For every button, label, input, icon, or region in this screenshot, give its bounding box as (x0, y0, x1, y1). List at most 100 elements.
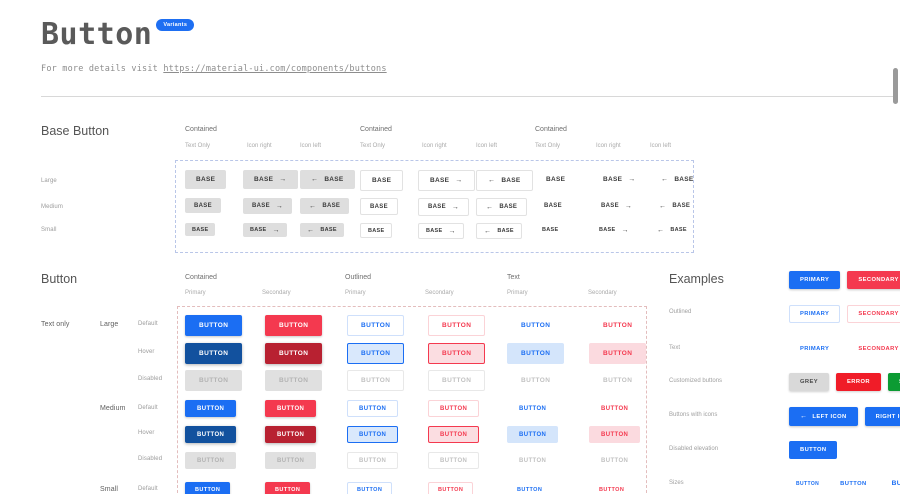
example-contained-primary[interactable]: PRIMARY (789, 271, 841, 289)
btn-outlined-primary-small-default[interactable]: BUTTON (347, 482, 393, 494)
base-btn-text-large-text[interactable]: BASE (535, 170, 576, 189)
example-outlined-primary[interactable]: PRIMARY (789, 305, 841, 323)
example-custom-error[interactable]: ERROR (836, 373, 881, 391)
examples-row-label-text: Text (669, 345, 681, 351)
btn-label: BUTTON (361, 377, 391, 384)
btn-contained-primary-large-hover[interactable]: BUTTON (185, 343, 243, 364)
btn-label: BUTTON (440, 457, 468, 464)
btn-text-secondary-medium-hover[interactable]: BUTTON (589, 426, 641, 443)
left-arrow-icon: ← (486, 203, 494, 211)
btn-text-primary-large-hover[interactable]: BUTTON (507, 343, 565, 364)
btn-outlined-secondary-small-default[interactable]: BUTTON (428, 482, 474, 494)
base-btn-outlined-large-text[interactable]: BASE (360, 170, 404, 191)
btn-contained-secondary-large-hover[interactable]: BUTTON (265, 343, 323, 364)
btn-label: BUTTON (601, 405, 629, 412)
variant-col-text-secondary: Secondary (588, 290, 617, 296)
base-btn-contained-medium-iconright[interactable]: BASE → (243, 198, 293, 214)
btn-outlined-secondary-large-default[interactable]: BUTTON (428, 315, 486, 336)
btn-outlined-primary-medium-hover[interactable]: BUTTON (347, 426, 399, 443)
btn-contained-secondary-small-default[interactable]: BUTTON (265, 482, 311, 494)
page-header: Button Variants For more details visit h… (41, 16, 861, 74)
btn-contained-primary-medium-default[interactable]: BUTTON (185, 400, 237, 417)
base-size-label-small: Small (41, 227, 57, 233)
base-btn-contained-medium-text[interactable]: BASE (185, 198, 221, 213)
base-btn-outlined-medium-iconleft[interactable]: ← BASE (476, 198, 528, 216)
example-custom-success[interactable]: SUCCESS (887, 373, 900, 391)
btn-outlined-primary-large-hover[interactable]: BUTTON (347, 343, 405, 364)
example-right-icon-button[interactable]: RIGHT ICON→ (864, 407, 900, 426)
example-text-primary[interactable]: PRIMARY (789, 340, 840, 358)
base-btn-contained-medium-iconleft[interactable]: ← BASE (300, 198, 350, 214)
example-custom-grey[interactable]: GREY (789, 373, 830, 391)
base-btn-contained-large-iconleft[interactable]: ← BASE (300, 170, 355, 189)
base-btn-text-small-text[interactable]: BASE (535, 223, 565, 236)
base-btn-outlined-large-iconleft[interactable]: ← BASE (476, 170, 533, 191)
example-size-small[interactable]: BUTTON (789, 477, 826, 491)
btn-outlined-secondary-medium-hover[interactable]: BUTTON (428, 426, 480, 443)
btn-text-primary-small-default[interactable]: BUTTON (507, 482, 552, 494)
vertical-scrollbar[interactable] (891, 0, 900, 494)
base-btn-contained-small-iconright[interactable]: BASE → (243, 223, 287, 237)
btn-label: BUTTON (601, 457, 629, 464)
btn-text-primary-medium-hover[interactable]: BUTTON (507, 426, 559, 443)
btn-contained-secondary-medium-hover[interactable]: BUTTON (265, 426, 317, 443)
base-btn-contained-small-text[interactable]: BASE (185, 223, 216, 236)
base-btn-text-large-iconright[interactable]: BASE → (592, 170, 647, 189)
btn-text-primary-large-default[interactable]: BUTTON (507, 315, 564, 336)
left-arrow-icon: ← (488, 177, 496, 184)
examples-row-text: PRIMARY SECONDARY PRIMARY (789, 340, 900, 358)
base-btn-text-large-iconleft[interactable]: ← BASE (650, 170, 705, 189)
base-btn-outlined-medium-text[interactable]: BASE (360, 198, 398, 215)
btn-text-secondary-small-default[interactable]: BUTTON (589, 482, 634, 494)
base-btn-label: BASE (501, 177, 521, 184)
btn-outlined-primary-large-default[interactable]: BUTTON (347, 315, 405, 336)
btn-text-primary-medium-default[interactable]: BUTTON (507, 400, 558, 417)
btn-outlined-secondary-medium-default[interactable]: BUTTON (428, 400, 480, 417)
base-btn-contained-large-text[interactable]: BASE (185, 170, 227, 189)
btn-outlined-primary-medium-default[interactable]: BUTTON (347, 400, 399, 417)
example-contained-secondary[interactable]: SECONDARY (847, 271, 900, 289)
base-btn-text-medium-text[interactable]: BASE (535, 198, 571, 213)
example-size-medium[interactable]: BUTTON (831, 476, 875, 492)
base-col-heading-3-iconleft: Icon left (650, 143, 672, 149)
base-btn-text-small-iconright[interactable]: BASE → (592, 223, 636, 237)
examples-row-label-customized: Customized buttons (669, 378, 723, 384)
btn-contained-secondary-large-default[interactable]: BUTTON (265, 315, 323, 336)
base-btn-label: BASE (542, 226, 559, 233)
examples-row-customized: GREY ERROR SUCCESS (789, 373, 900, 391)
example-text-secondary[interactable]: SECONDARY (847, 340, 900, 358)
btn-contained-primary-large-default[interactable]: BUTTON (185, 315, 243, 336)
btn-text-secondary-large-default[interactable]: BUTTON (589, 315, 646, 336)
btn-contained-secondary-medium-default[interactable]: BUTTON (265, 400, 317, 417)
examples-row-contained: PRIMARY SECONDARY PRIMARY (789, 271, 900, 289)
btn-label: BUTTON (438, 486, 464, 493)
btn-outlined-primary-large-disabled: BUTTON (347, 370, 405, 391)
variant-state-medium-disabled: Disabled (138, 456, 163, 462)
example-disabled-elevation-button[interactable]: BUTTON (789, 441, 838, 459)
base-btn-outlined-small-iconleft[interactable]: ← BASE (476, 223, 522, 239)
btn-label: BUTTON (603, 322, 633, 329)
docs-link[interactable]: https://material-ui.com/components/butto… (163, 64, 387, 74)
base-btn-text-medium-iconright[interactable]: BASE → (592, 198, 641, 214)
scrollbar-thumb[interactable] (893, 68, 898, 104)
example-size-large[interactable]: BUTTON (881, 474, 900, 493)
btn-text-secondary-large-hover[interactable]: BUTTON (589, 343, 647, 364)
example-outlined-secondary[interactable]: SECONDARY (847, 305, 900, 323)
btn-outlined-secondary-large-hover[interactable]: BUTTON (428, 343, 486, 364)
base-btn-outlined-large-iconright[interactable]: BASE → (418, 170, 475, 191)
base-btn-contained-large-iconright[interactable]: BASE → (243, 170, 298, 189)
base-btn-outlined-small-text[interactable]: BASE (360, 223, 393, 238)
btn-label: BUTTON (517, 486, 543, 493)
btn-contained-primary-small-default[interactable]: BUTTON (185, 482, 231, 494)
base-btn-outlined-small-iconright[interactable]: BASE → (418, 223, 464, 239)
left-arrow-icon: ← (309, 202, 317, 210)
base-btn-text-medium-iconleft[interactable]: ← BASE (650, 198, 699, 214)
btn-contained-primary-medium-hover[interactable]: BUTTON (185, 426, 237, 443)
btn-text-secondary-medium-default[interactable]: BUTTON (589, 400, 640, 417)
base-btn-outlined-medium-iconright[interactable]: BASE → (418, 198, 470, 216)
base-btn-text-small-iconleft[interactable]: ← BASE (650, 223, 694, 237)
base-btn-label: BASE (499, 204, 518, 210)
base-btn-label: BASE (546, 176, 566, 183)
base-btn-contained-small-iconleft[interactable]: ← BASE (300, 223, 344, 237)
example-left-icon-button[interactable]: ← LEFT ICON (789, 407, 858, 426)
